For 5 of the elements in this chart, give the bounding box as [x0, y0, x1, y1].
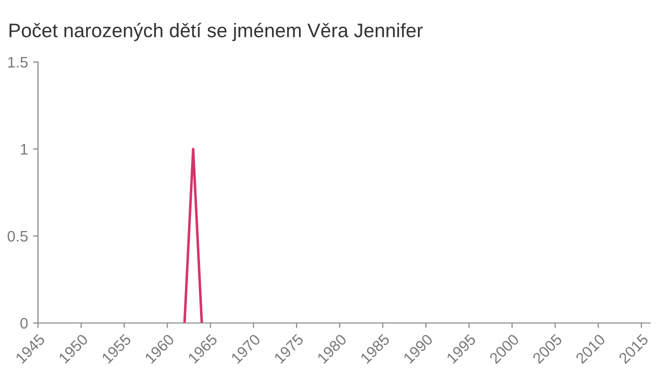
- chart-title: Počet narozených dětí se jménem Věra Jennifer: [10, 22, 423, 42]
- y-tick-label: 0.5: [8, 230, 28, 242]
- y-tick-label: 0: [20, 318, 28, 329]
- y-tick-label: 1: [20, 144, 28, 155]
- y-tick-label: 1.5: [8, 57, 28, 68]
